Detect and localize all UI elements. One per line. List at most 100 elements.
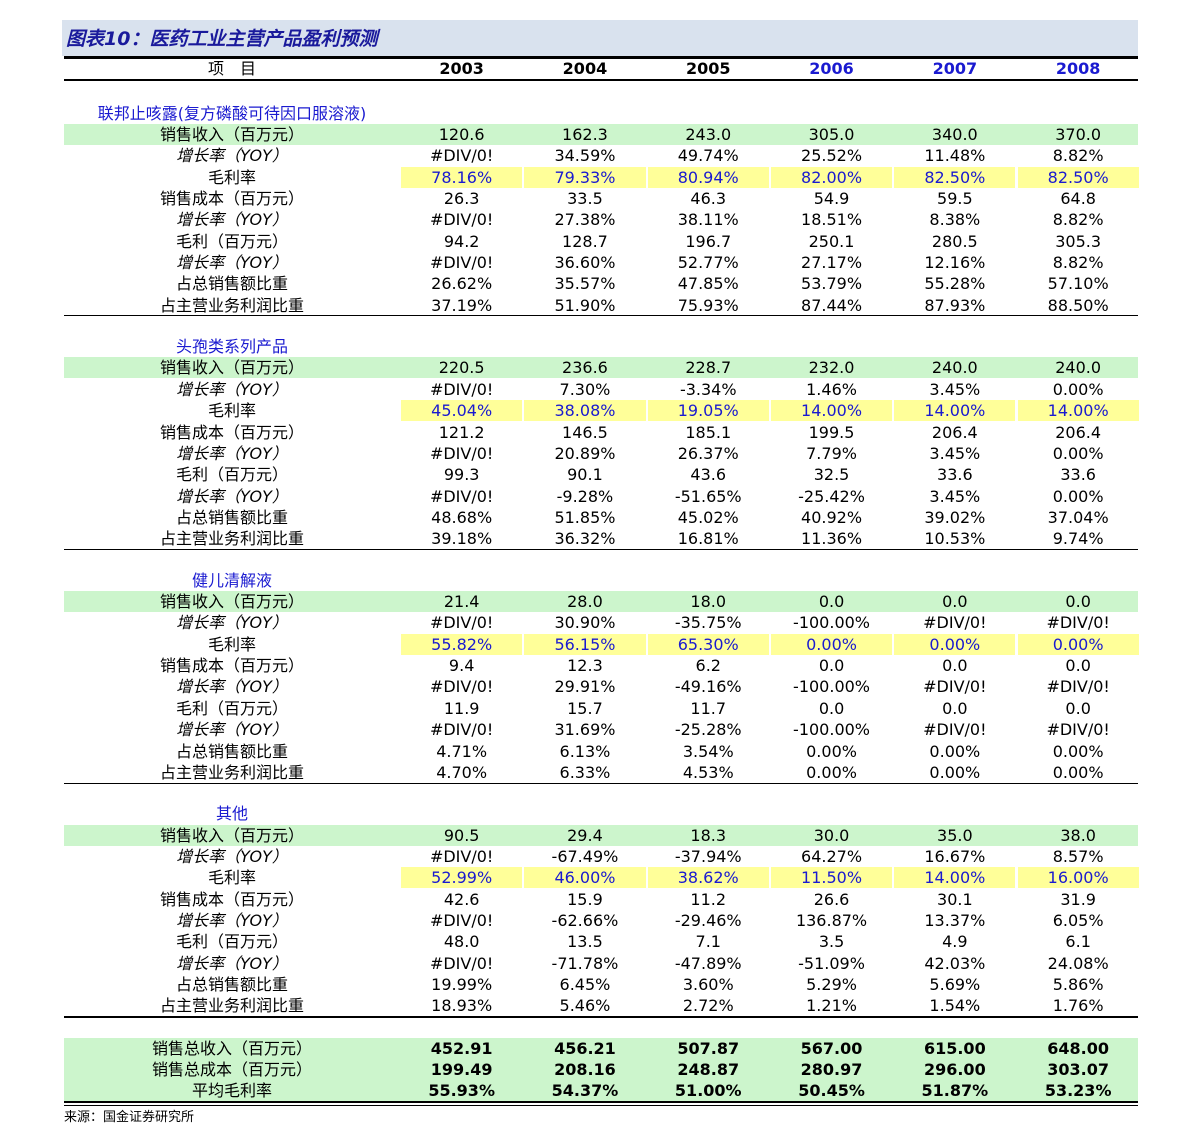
cell-value: 26.37% [677,443,739,463]
cell-value: 33.6 [1060,465,1096,485]
cell-value: 296.00 [923,1059,986,1079]
cell-value: 1.46% [806,379,857,399]
cell-value: 6.05% [1052,911,1104,931]
cell-value: -100.00% [793,720,871,740]
cell-value: 240.0 [931,358,978,378]
row-label: 占主营业务利润比重 [159,762,304,782]
cell-value: 16.81% [677,529,739,549]
cell-value: 0.00% [806,741,857,761]
cell-value: 48.0 [443,932,480,952]
cell-value: -67.49% [551,847,619,866]
cell-value: 9.4 [448,656,475,676]
cell-value: 53.79% [801,274,863,294]
cell-value: 45.02% [677,507,739,527]
cell-value: 36.32% [554,529,616,549]
cell-value: 146.5 [562,422,608,442]
cell-value: #DIV/0! [1046,720,1110,740]
cell-value: 0.0 [942,698,968,718]
cell-value: 55.82% [401,633,523,655]
row-label: 增长率（YOY） [176,252,288,272]
header-year: 2006 [809,59,854,78]
row-label: 毛利率 [207,401,256,421]
cell-value: 196.7 [685,231,732,251]
cell-value: 2.72% [682,996,734,1016]
cell-value: 3.45% [929,486,981,506]
cell-value: -49.16% [674,677,742,697]
cell-value: 208.16 [554,1059,616,1079]
cell-value: -47.89% [674,953,742,973]
cell-value: 340.0 [931,124,978,144]
row-label: 销售收入（百万元） [159,124,304,144]
cell-value: 5.29% [806,975,857,995]
cell-value: 78.16% [401,166,523,188]
row-label: 占总销售额比重 [175,741,288,761]
cell-value: 18.93% [431,996,493,1016]
cell-value: 57.10% [1047,274,1109,294]
cell-value: 0.0 [1065,592,1091,612]
cell-value: 27.17% [801,252,863,272]
cell-value: 250.1 [808,231,855,251]
row-label: 销售成本（百万元） [159,188,304,208]
cell-value: 59.5 [937,188,973,208]
cell-value: 0.00% [929,762,981,782]
source: 来源：国金证券研究所 [64,1110,195,1125]
cell-value: 8.82% [1052,252,1104,272]
cell-value: 45.04% [401,400,523,422]
rule [64,56,1138,59]
cell-value: 75.93% [677,295,739,315]
cell-value: 0.00% [770,633,893,655]
row-label: 销售成本（百万元） [159,656,304,676]
cell-value: 90.5 [443,825,480,845]
cell-value: -35.75% [674,613,742,633]
cell-value: -25.42% [798,486,865,506]
row-label: 增长率（YOY） [176,911,288,931]
row-label: 增长率（YOY） [176,847,288,866]
row-label: 毛利率 [207,634,256,654]
cell-value: #DIV/0! [429,847,494,866]
row-label: 销售收入（百万元） [159,592,304,612]
rule [64,1016,1138,1018]
row-highlight [64,357,1138,379]
cell-value: 5.86% [1052,975,1104,995]
cell-value: 99.3 [443,465,480,485]
row-highlight [64,591,1138,613]
cell-value: 8.82% [1052,146,1104,166]
header-year: 2004 [562,59,608,78]
cell-value: 38.11% [677,210,739,230]
cell-value: 128.7 [562,231,608,251]
cell-value: 5.69% [929,975,981,995]
cell-value: 38.08% [524,400,646,422]
cell-value: 31.69% [554,720,616,740]
cell-value: #DIV/0! [429,677,494,697]
cell-value: 11.7 [690,698,727,718]
cell-value: 33.6 [937,465,973,485]
cell-value: #DIV/0! [1046,613,1110,633]
cell-value: -3.34% [679,379,737,399]
cell-value: 11.48% [924,146,986,166]
cell-value: 19.05% [647,400,769,422]
cell-value: 15.9 [567,889,603,909]
cell-value: 507.87 [677,1038,740,1058]
cell-value: 1.76% [1052,996,1104,1016]
cell-value: -62.66% [551,911,619,931]
cell-value: 51.87% [921,1081,989,1101]
cell-value: 4.70% [436,762,488,782]
cell-value: 38.62% [647,867,769,889]
row-label: 销售收入（百万元） [159,825,304,845]
cell-value: #DIV/0! [429,911,494,931]
cell-value: 55.93% [428,1081,495,1101]
cell-value: 26.3 [443,188,480,208]
cell-value: 220.5 [438,358,485,378]
cell-value: 39.18% [431,529,493,549]
row-label: 占总销售额比重 [175,975,288,995]
cell-value: 65.30% [647,633,769,655]
row-label: 毛利率 [207,167,256,187]
cell-value: 6.33% [559,762,611,782]
row-label: 销售成本（百万元） [159,889,304,909]
cell-value: 30.0 [813,825,850,845]
cell-value: 232.0 [808,358,855,378]
cell-value: -37.94% [674,847,742,866]
cell-value: 39.02% [924,507,986,527]
row-label: 占主营业务利润比重 [159,996,304,1016]
cell-value: -71.78% [551,953,619,973]
